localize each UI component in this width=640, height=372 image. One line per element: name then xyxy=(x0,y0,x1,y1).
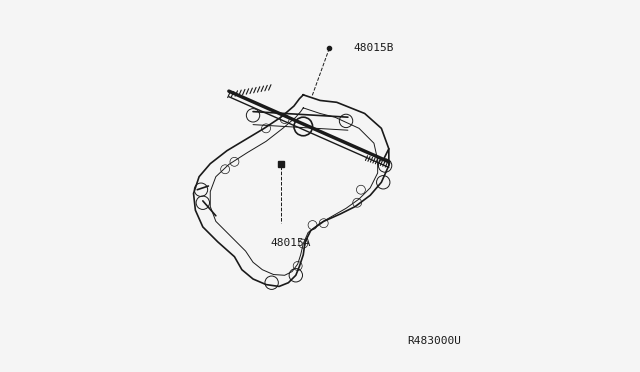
Text: R483000U: R483000U xyxy=(407,336,461,346)
Text: 48015B: 48015B xyxy=(353,44,394,53)
Text: 48015A: 48015A xyxy=(270,238,310,248)
